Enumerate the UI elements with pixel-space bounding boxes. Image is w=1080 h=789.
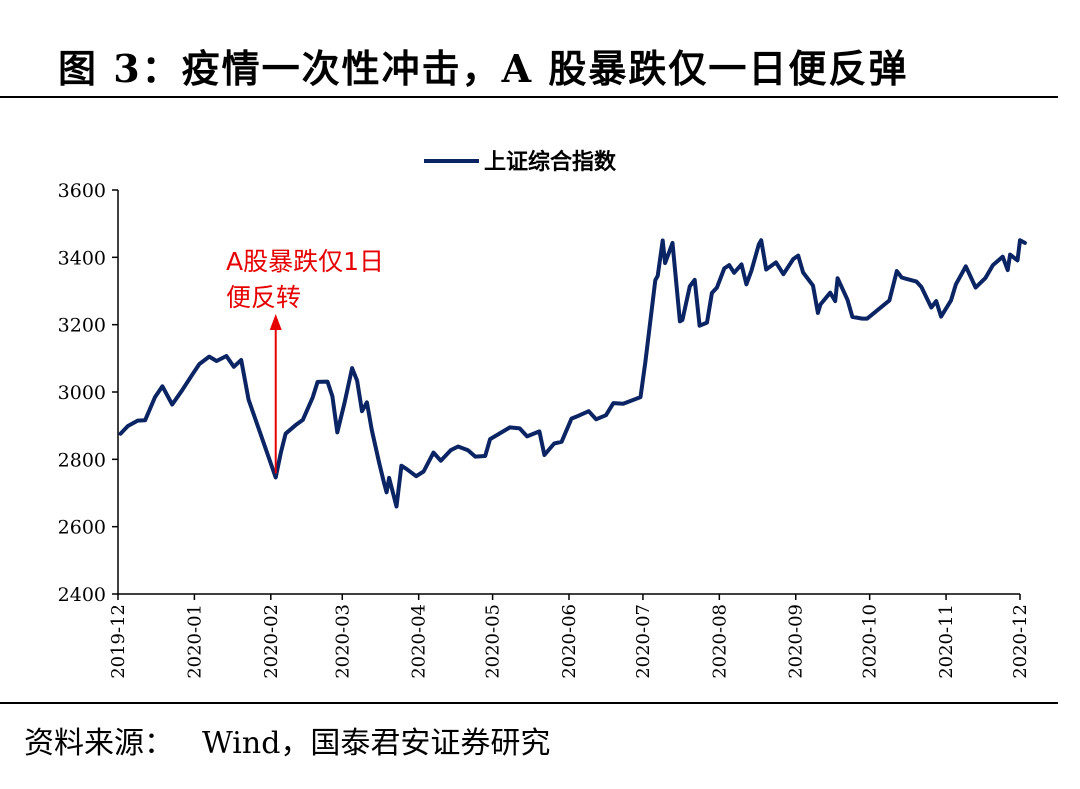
- series-line: [118, 238, 1027, 509]
- source-label: 资料来源：: [24, 726, 174, 761]
- annotation-arrow-head: [269, 314, 282, 330]
- annotation-text: A股暴跌仅1日: [226, 247, 384, 276]
- x-tick-label: 2020-09: [786, 604, 807, 679]
- source-note: 资料来源： Wind，国泰君安证券研究: [24, 718, 550, 762]
- y-tick-label: 3200: [58, 315, 106, 337]
- y-tick-label: 3600: [58, 180, 106, 202]
- source-rule: [0, 702, 1058, 704]
- axes: 2400 2600 2800 3000 3200 3400 3600 2019-12 2020-…: [58, 180, 1031, 679]
- y-tick-label: 3000: [58, 382, 106, 404]
- x-tick-label: 2020-05: [483, 604, 504, 679]
- x-tick-label: 2019-12: [108, 604, 129, 679]
- series-layer: [118, 238, 1027, 509]
- figure-title: 图 3：疫情一次性冲击，A 股暴跌仅一日便反弹: [58, 46, 909, 91]
- x-tick-label: 2020-07: [633, 604, 654, 679]
- source-text: Wind，国泰君安证券研究: [202, 726, 551, 761]
- x-tick-label: 2020-01: [184, 604, 205, 679]
- legend-label: 上证综合指数: [484, 149, 617, 175]
- x-tick-label: 2020-12: [1010, 604, 1031, 679]
- x-tick-label: 2020-11: [936, 604, 957, 679]
- y-tick-label: 3400: [58, 247, 106, 269]
- annotation-text: 便反转: [226, 283, 301, 312]
- y-tick-label: 2800: [58, 449, 106, 471]
- x-tick-label: 2020-02: [261, 604, 282, 679]
- x-tick-label: 2020-08: [709, 604, 730, 679]
- y-tick-label: 2400: [58, 584, 106, 606]
- x-tick-label: 2020-10: [860, 604, 881, 679]
- legend: 上证综合指数: [424, 149, 617, 175]
- title-rule: [0, 96, 1058, 98]
- x-tick-label: 2020-04: [409, 604, 430, 679]
- x-tick-label: 2020-03: [332, 604, 353, 679]
- y-tick-label: 2600: [58, 517, 106, 539]
- x-tick-label: 2020-06: [559, 604, 580, 679]
